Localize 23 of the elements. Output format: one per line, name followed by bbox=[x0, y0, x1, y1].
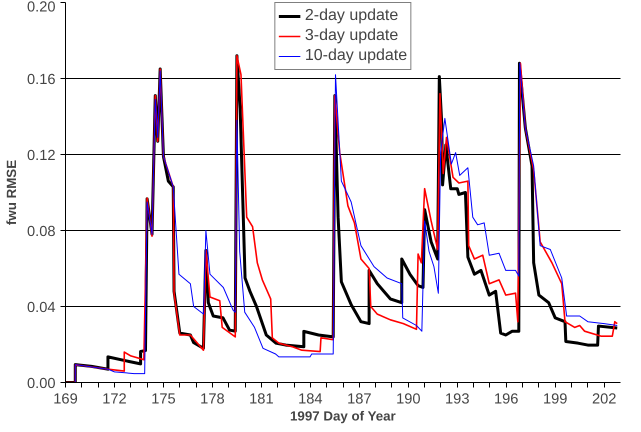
y-tick-label: 0.08 bbox=[26, 224, 56, 240]
y-tick-label: 0.04 bbox=[26, 300, 56, 316]
legend-label: 10-day update bbox=[304, 47, 408, 65]
x-tick-label: 193 bbox=[445, 392, 470, 408]
y-tick-label: 0.12 bbox=[26, 148, 56, 164]
x-tick-label: 178 bbox=[200, 392, 225, 408]
x-tick-label: 181 bbox=[249, 392, 274, 408]
y-tick-label: 0.20 bbox=[26, 0, 56, 16]
x-tick-label: 196 bbox=[494, 392, 518, 408]
x-tick-label: 184 bbox=[298, 392, 323, 408]
x-tick-label: 172 bbox=[102, 392, 127, 408]
x-tick-label: 175 bbox=[151, 392, 176, 408]
x-tick-label: 190 bbox=[396, 392, 421, 408]
x-tick-label: 169 bbox=[53, 392, 78, 408]
y-tick-label: 0.00 bbox=[26, 376, 56, 392]
legend-label: 3-day update bbox=[304, 27, 398, 45]
x-axis-title: 1997 Day of Year bbox=[290, 408, 396, 424]
x-tick-label: 202 bbox=[592, 392, 616, 408]
legend-label: 2-day update bbox=[304, 7, 398, 25]
y-axis-title: fwu RMSE bbox=[4, 160, 19, 226]
x-tick-label: 187 bbox=[347, 392, 372, 408]
y-tick-label: 0.16 bbox=[26, 72, 56, 88]
x-tick-label: 199 bbox=[542, 392, 568, 408]
